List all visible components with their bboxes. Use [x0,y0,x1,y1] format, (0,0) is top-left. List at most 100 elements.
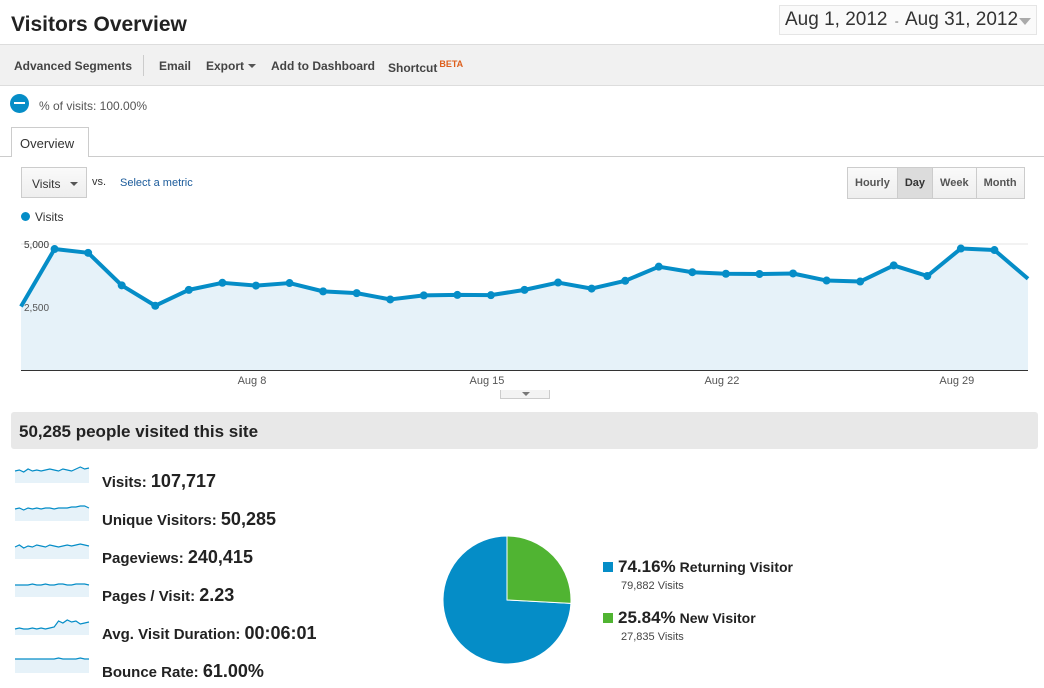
data-point[interactable] [386,295,395,304]
metric-text: Pageviews: 240,415 [102,547,253,568]
select-metric-link[interactable]: Select a metric [120,177,193,189]
metric-label: Pageviews: [102,550,188,567]
visitor-type-pie [442,535,572,665]
data-point[interactable] [990,246,999,255]
chevron-down-icon [70,182,79,186]
sparkline [14,543,90,559]
data-point[interactable] [84,248,93,257]
data-point[interactable] [554,278,563,287]
advanced-segments-button[interactable]: Advanced Segments [14,59,133,73]
email-button[interactable]: Email [159,59,192,73]
data-point[interactable] [419,291,428,300]
sparkline [14,619,90,635]
data-point[interactable] [184,285,193,294]
metric-text: Avg. Visit Duration: 00:06:01 [102,623,317,644]
pie-series-name: New Visitor [679,610,756,626]
x-tick-label: Aug 29 [939,375,974,387]
data-point[interactable] [453,290,462,299]
chart-collapse-handle[interactable] [500,390,550,399]
page-title: Visitors Overview [11,13,187,36]
metric-label: Bounce Rate: [102,664,203,681]
data-point[interactable] [251,281,260,290]
data-point[interactable] [520,285,529,294]
period-hourly-button[interactable]: Hourly [848,168,898,198]
data-point[interactable] [822,276,831,285]
data-point[interactable] [688,268,697,277]
tab-baseline [0,156,1044,157]
sparkline [15,583,90,597]
metric-value: 61.00% [202,661,264,681]
summary-bar: 50,285 people visited this site [11,412,1038,449]
data-point[interactable] [151,301,160,310]
segment-label: % of visits: 100.00% [39,99,148,113]
data-point[interactable] [856,277,865,286]
metric-value: 00:06:01 [244,623,317,643]
data-point[interactable] [486,291,495,300]
pie-percent: 74.16% [618,557,676,576]
segment-pie-icon[interactable] [10,94,29,113]
x-tick-label: Aug 22 [704,375,739,387]
data-point[interactable] [319,287,328,296]
period-toggle-group: Hourly Day Week Month [847,167,1025,199]
shortcut-button[interactable]: Shortcut BETA [388,59,463,75]
x-tick-label: Aug 8 [238,375,267,387]
data-point[interactable] [956,244,965,253]
data-point[interactable] [117,281,126,290]
y-tick-label: 5,000 [24,240,49,251]
data-point[interactable] [50,245,59,254]
metric-row[interactable]: Avg. Visit Duration: 00:06:01 [14,615,374,645]
summary-text: 50,285 people visited this site [19,422,259,441]
metric-row[interactable]: Pageviews: 240,415 [14,539,374,569]
metric-row[interactable]: Pages / Visit: 2.23 [14,577,374,607]
toolbar-divider [143,55,144,76]
y-tick-label: 2,500 [24,303,49,314]
data-point[interactable] [755,269,764,278]
data-point[interactable] [285,279,294,288]
metric-label: Unique Visitors: [102,512,221,529]
data-point[interactable] [789,269,798,278]
data-point[interactable] [621,276,630,285]
date-end: Aug 31, 2012 [905,9,1019,30]
metric-text: Unique Visitors: 50,285 [102,509,276,530]
period-week-button[interactable]: Week [933,168,977,198]
beta-badge: BETA [439,59,464,69]
tab-overview[interactable]: Overview [11,127,89,157]
period-day-button[interactable]: Day [897,168,934,198]
add-to-dashboard-button[interactable]: Add to Dashboard [271,59,375,73]
export-button[interactable]: Export [206,59,257,73]
period-month-button[interactable]: Month [976,168,1024,198]
chevron-down-icon[interactable] [1019,18,1031,25]
pie-visits: 79,882 Visits [621,580,684,592]
metric-dropdown-label: Visits [32,177,61,191]
metric-row[interactable]: Bounce Rate: 61.00% [14,653,374,683]
metric-text: Bounce Rate: 61.00% [102,661,264,682]
metric-dropdown[interactable]: Visits [21,167,87,198]
metric-row[interactable]: Visits: 107,717 [14,463,374,493]
data-point[interactable] [721,269,730,278]
x-tick-label: Aug 15 [469,375,504,387]
legend-swatch [603,613,613,623]
metric-value: 107,717 [150,471,216,491]
data-point[interactable] [587,284,596,293]
date-range-picker[interactable]: Aug 1, 2012 - Aug 31, 2012 [779,5,1037,35]
chevron-down-icon [248,64,257,68]
metric-text: Visits: 107,717 [102,471,216,492]
data-point[interactable] [654,262,663,271]
metric-label: Avg. Visit Duration: [102,626,245,643]
data-point[interactable] [218,278,227,287]
metric-row[interactable]: Unique Visitors: 50,285 [14,501,374,531]
legend-swatch [603,562,613,572]
legend-dot-icon [21,212,30,221]
report-toolbar: Advanced Segments Email Export Add to Da… [0,44,1044,86]
pie-slice-new[interactable] [506,535,572,604]
sparkline [14,505,90,521]
data-point[interactable] [889,261,898,270]
export-label: Export [206,59,245,73]
sparkline [15,657,89,673]
data-point[interactable] [923,272,932,281]
shortcut-label: Shortcut [388,61,438,75]
data-point[interactable] [352,289,361,298]
metric-label: Visits: [102,474,151,491]
pie-percent: 25.84% [618,608,676,627]
